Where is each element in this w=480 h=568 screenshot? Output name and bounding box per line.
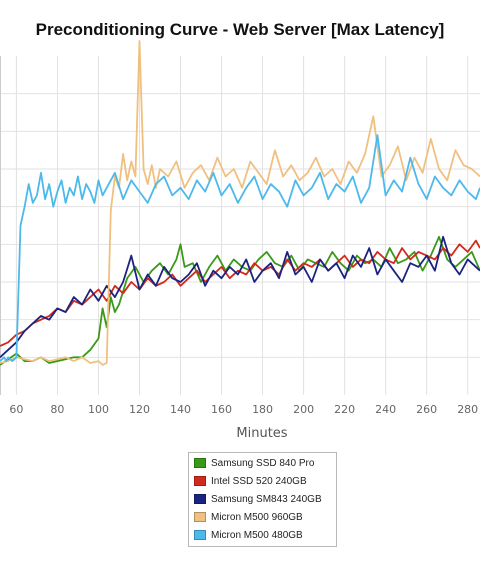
- legend-item: Micron M500 960GB: [194, 510, 303, 524]
- legend-swatch: [194, 494, 206, 504]
- x-tick-label: 180: [252, 403, 273, 416]
- legend-label: Intel SSD 520 240GB: [211, 475, 307, 487]
- series-line-3: [0, 235, 480, 358]
- x-tick-label: 260: [416, 403, 437, 416]
- legend-item: Samsung SSD 840 Pro: [194, 456, 314, 470]
- x-tick-label: 100: [88, 403, 109, 416]
- legend: Samsung SSD 840 Pro Intel SSD 520 240GB Sa…: [188, 452, 337, 547]
- x-axis-label: Minutes: [236, 426, 287, 441]
- chart-title: Preconditioning Curve - Web Server [Max …: [35, 20, 445, 39]
- legend-item: Intel SSD 520 240GB: [194, 474, 307, 488]
- legend-swatch: [194, 512, 206, 522]
- x-tick-label: 280: [457, 403, 478, 416]
- x-tick-label: 160: [211, 403, 232, 416]
- legend-swatch: [194, 476, 206, 486]
- x-tick-label: 120: [129, 403, 150, 416]
- legend-swatch: [194, 530, 206, 540]
- series-line-4: [0, 40, 480, 366]
- series-line-2: [0, 239, 480, 347]
- legend-label: Samsung SM843 240GB: [211, 493, 322, 505]
- legend-label: Samsung SSD 840 Pro: [211, 457, 315, 469]
- legend-item: Samsung SM843 240GB: [194, 492, 322, 506]
- legend-item: Micron M500 480GB: [194, 528, 303, 542]
- x-tick-label: 80: [50, 403, 64, 416]
- x-tick-label: 200: [293, 403, 314, 416]
- x-tick-label: 220: [334, 403, 355, 416]
- legend-swatch: [194, 458, 206, 468]
- legend-label: Micron M500 480GB: [211, 529, 303, 541]
- series-line-5: [0, 134, 480, 363]
- grid-lines: [0, 56, 480, 395]
- x-tick-label: 240: [375, 403, 396, 416]
- x-tick-label: 60: [9, 403, 23, 416]
- series-lines: [0, 40, 480, 366]
- legend-label: Micron M500 960GB: [211, 511, 303, 523]
- series-line-1: [0, 235, 480, 366]
- x-tick-label: 140: [170, 403, 191, 416]
- x-axis-ticks: 60 80 100 120 140 160 180 200 220 240 260 280: [9, 403, 478, 416]
